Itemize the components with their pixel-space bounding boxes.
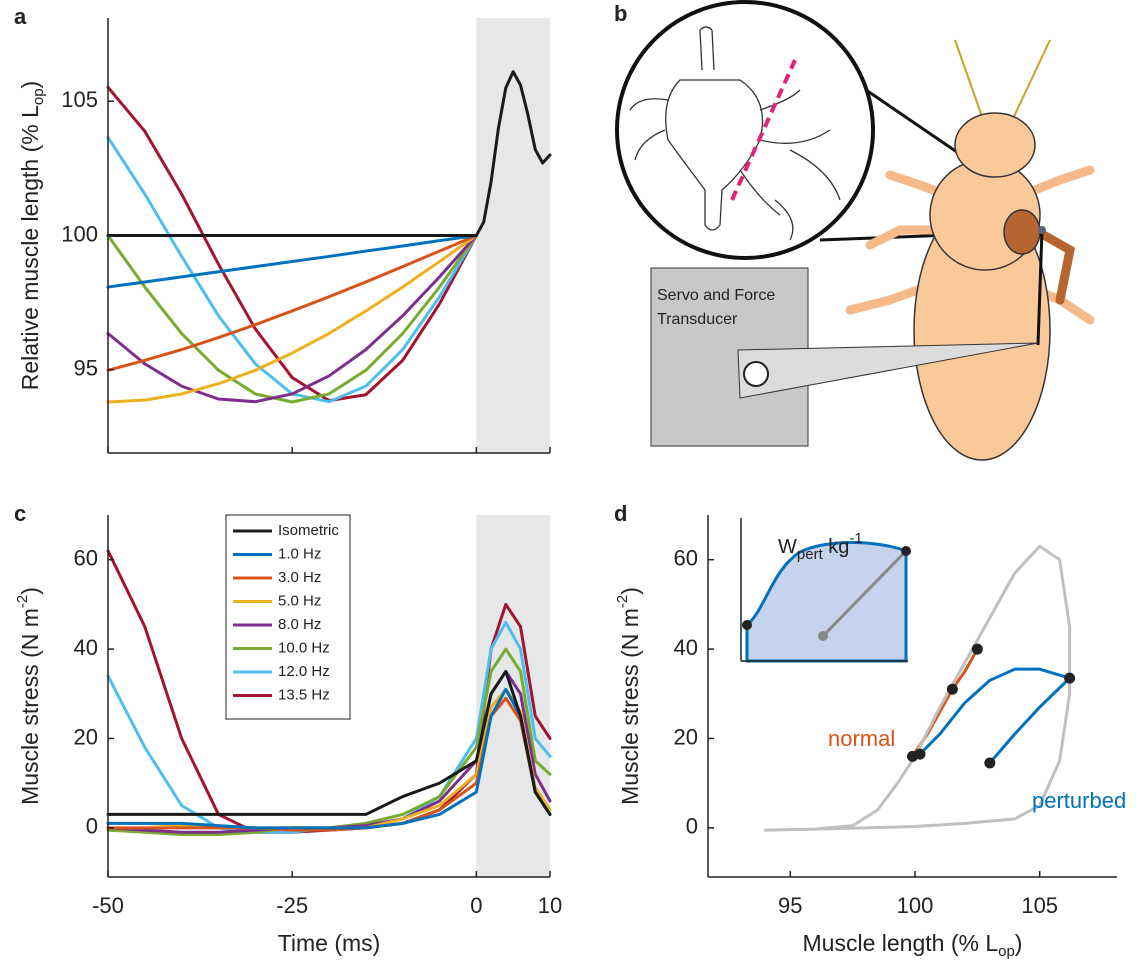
antenna	[954, 39, 986, 126]
x-tick-label: -25	[276, 893, 308, 918]
data-point	[946, 683, 958, 695]
axis-label: Muscle stress (N m-2)	[14, 587, 43, 805]
label-part: pert	[797, 546, 824, 563]
lever-arm	[737, 342, 1039, 399]
series-line	[918, 667, 1072, 765]
label-part: -1	[849, 530, 862, 547]
series-line	[106, 234, 478, 404]
y-tick-label: 0	[686, 814, 698, 839]
y-tick-label: 60	[74, 546, 98, 571]
x-tick-label: 95	[778, 893, 802, 918]
box-label: Transducer	[657, 311, 738, 328]
series-line	[763, 544, 1072, 832]
series-label: perturbed	[1032, 788, 1126, 813]
y-tick-label: 40	[674, 635, 698, 660]
legend-label: 8.0 Hz	[278, 616, 321, 633]
series-line	[106, 70, 552, 237]
legend-label: 13.5 Hz	[278, 686, 330, 703]
antenna	[1009, 39, 1051, 126]
label-part: op	[30, 88, 47, 105]
series-label: normal	[828, 726, 895, 751]
legend-label: 10.0 Hz	[278, 639, 330, 656]
nervous-system-sketch	[629, 26, 841, 241]
series-line	[106, 687, 552, 830]
coxa	[1003, 209, 1041, 255]
magnified-view	[615, 0, 875, 260]
series-line	[106, 135, 478, 404]
attachment	[1038, 226, 1046, 234]
legend-label: 3.0 Hz	[278, 569, 321, 586]
x-tick-label: -50	[92, 893, 124, 918]
label-part: -2	[614, 595, 631, 608]
inset-dot	[818, 631, 828, 641]
legend: Isometric 1.0 Hz 3.0 Hz 5.0 Hz 8.0 Hz 10.0 Hz…	[225, 514, 351, 720]
axis-label: Muscle length (% Lop)	[803, 930, 1023, 960]
series-line	[106, 234, 478, 289]
y-tick-label: 20	[674, 724, 698, 749]
x-tick-label: 10	[538, 893, 562, 918]
panel-letter: b	[614, 1, 627, 26]
axis-label: Relative muscle length (% Lop)	[17, 81, 47, 390]
y-tick-label: 60	[674, 546, 698, 571]
label-part: Muscle length (% L	[803, 930, 999, 956]
label-part: Muscle stress (N m	[617, 608, 643, 805]
label-part: )	[17, 587, 43, 595]
y-tick-label: 40	[74, 635, 98, 660]
data-point	[914, 748, 926, 760]
head	[954, 112, 1036, 178]
lever-hole	[743, 361, 769, 387]
probe-rod	[1036, 229, 1044, 346]
series-line	[106, 647, 552, 837]
legend-label: 12.0 Hz	[278, 663, 330, 680]
panel-letter: d	[614, 501, 627, 526]
inset-dot	[742, 620, 752, 630]
axis-label: Wpert kg-1	[778, 530, 863, 563]
label-part: W	[778, 536, 797, 558]
series-line	[106, 234, 478, 372]
data-point	[984, 757, 996, 769]
panel-letter: c	[14, 501, 26, 526]
label-part: )	[17, 81, 43, 89]
panel-b-diagram: b Servo and Force Transducer	[614, 0, 1095, 461]
panel-d-inset	[740, 518, 911, 663]
cut-line	[730, 59, 797, 201]
label-part: kg	[823, 536, 850, 558]
label-part: Time (ms)	[278, 930, 381, 956]
y-tick-label: 95	[74, 356, 98, 381]
legend-label: 5.0 Hz	[278, 592, 321, 609]
x-tick-label: 0	[470, 893, 482, 918]
panel-letter: a	[14, 4, 27, 29]
inset-dot	[901, 546, 911, 556]
axis-label: Muscle stress (N m-2)	[614, 587, 643, 805]
legend-label: Isometric	[278, 522, 339, 539]
x-tick-label: 100	[897, 893, 934, 918]
x-tick-label: 105	[1021, 893, 1058, 918]
legend-label: 1.0 Hz	[278, 545, 321, 562]
box-label: Servo and Force	[657, 287, 775, 304]
legend-box	[225, 514, 351, 720]
series-line	[106, 669, 552, 816]
axis-label: Time (ms)	[278, 930, 381, 956]
label-part: Relative muscle length (% L	[17, 105, 43, 390]
y-tick-label: 105	[61, 87, 98, 112]
series-line	[106, 85, 478, 403]
label-part: -2	[14, 595, 31, 608]
data-point	[1064, 672, 1076, 684]
series-line	[106, 234, 478, 404]
label-part: )	[617, 587, 643, 595]
label-part: )	[1015, 930, 1023, 956]
inset-area	[745, 541, 908, 663]
label-part: op	[998, 943, 1015, 960]
label-part: Muscle stress (N m	[17, 608, 43, 805]
y-tick-label: 100	[61, 221, 98, 246]
inset-line	[821, 549, 908, 638]
series-line	[106, 234, 478, 404]
data-point	[971, 643, 983, 655]
y-tick-label: 0	[86, 814, 98, 839]
shaded-region	[476, 18, 550, 453]
y-tick-label: 20	[74, 724, 98, 749]
